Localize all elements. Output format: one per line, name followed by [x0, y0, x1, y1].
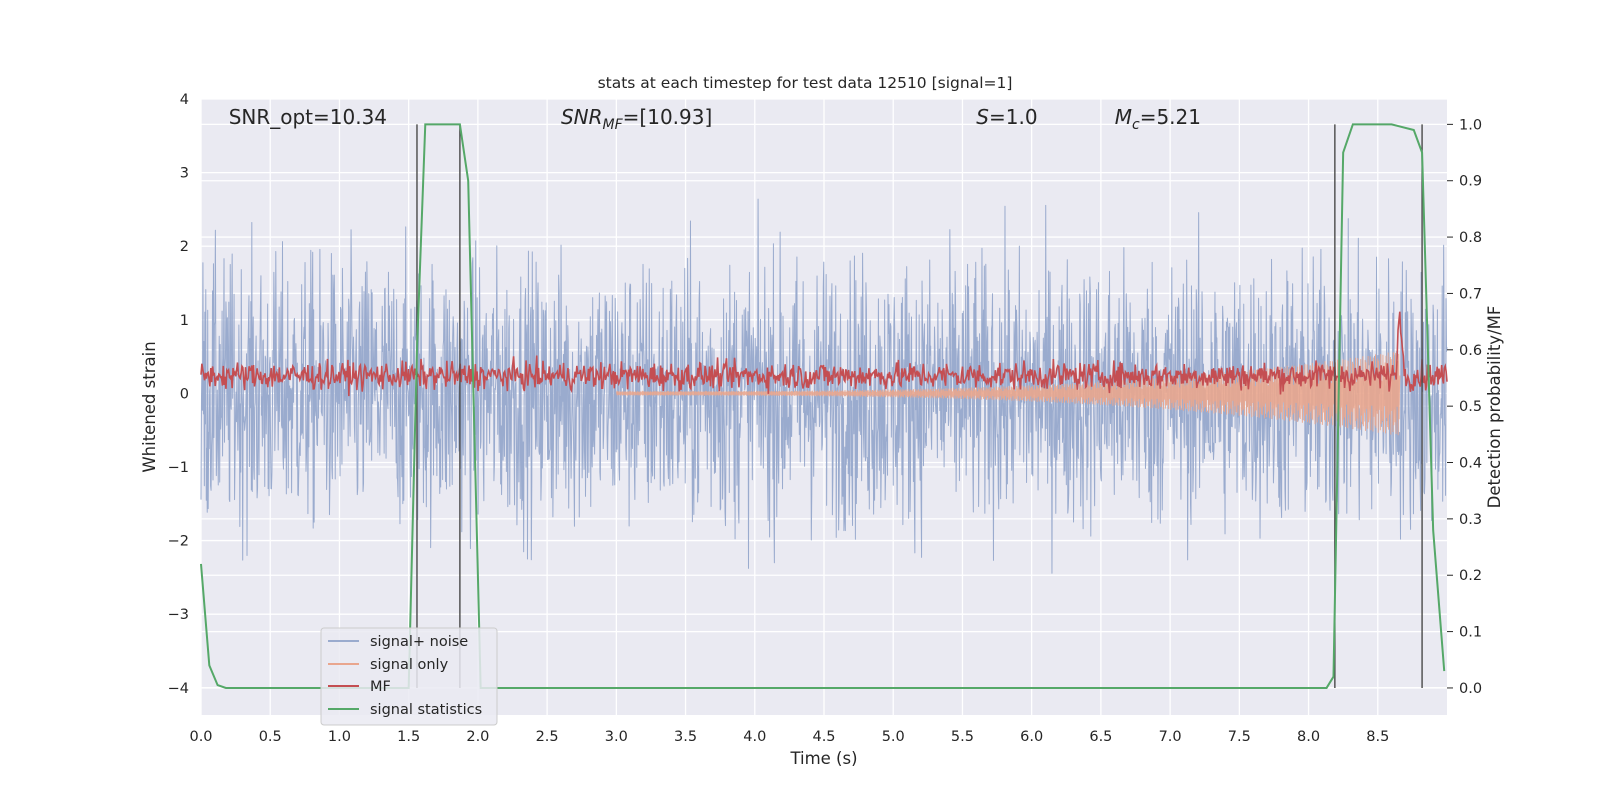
left-tick-label: 1 [180, 313, 189, 329]
left-tick-label: −1 [168, 460, 189, 476]
right-tick-label: 0.0 [1459, 681, 1482, 697]
right-tick-label: 0.4 [1459, 456, 1482, 472]
x-tick-label: 7.5 [1228, 729, 1251, 745]
x-tick-label: 7.0 [1159, 729, 1182, 745]
legend-label-signal-statistics: signal statistics [370, 702, 482, 718]
annotation-2: S=1.0 [976, 105, 1037, 129]
x-tick-label: 5.5 [951, 729, 974, 745]
x-tick-label: 0.0 [189, 729, 212, 745]
right-axis-ticks: 1.0 0.9 0.8 0.7 0.6 0.5 0.4 0.3 0.2 0.1 0.0 [1447, 117, 1482, 697]
x-tick-label: 1.0 [328, 729, 351, 745]
signal-noise-series [200, 198, 1448, 574]
left-tick-label: 4 [180, 92, 189, 108]
legend-label-mf: MF [370, 679, 391, 695]
left-tick-label: −3 [168, 607, 189, 623]
right-tick-label: 0.2 [1459, 568, 1482, 584]
signal-statistics-series [200, 123, 1446, 689]
x-axis-ticks: 0.0 0.5 1.0 1.5 2.0 2.5 3.0 3.5 4.0 4.5 5.0 5.5 6.0 6… [189, 729, 1389, 745]
annotation-3: Mc=5.21 [1115, 105, 1201, 133]
right-tick-label: 0.5 [1459, 399, 1482, 415]
x-tick-label: 2.0 [466, 729, 489, 745]
right-tick-label: 0.3 [1459, 512, 1482, 528]
chart-title: stats at each timestep for test data 125… [598, 74, 1013, 92]
right-tick-label: 0.1 [1459, 625, 1482, 641]
signal-statistics-line [200, 123, 1446, 689]
x-tick-label: 6.0 [1020, 729, 1043, 745]
x-tick-label: 3.0 [605, 729, 628, 745]
right-tick-label: 0.9 [1459, 174, 1482, 190]
right-tick-label: 0.6 [1459, 343, 1482, 359]
right-tick-label: 1.0 [1459, 117, 1482, 133]
x-tick-label: 4.5 [812, 729, 835, 745]
left-tick-label: 0 [180, 386, 189, 402]
x-tick-label: 8.0 [1297, 729, 1320, 745]
x-tick-label: 8.5 [1366, 729, 1389, 745]
left-tick-label: 3 [180, 166, 189, 182]
legend: signal+ noise signal only MF signal stat… [320, 627, 498, 726]
x-tick-label: 2.5 [536, 729, 559, 745]
left-tick-label: −4 [168, 681, 189, 697]
right-axis-label: Detection probability/MF [1485, 306, 1504, 509]
annotation-0: SNR_opt=10.34 [229, 105, 387, 129]
legend-box [320, 627, 498, 726]
mf-line [200, 311, 1448, 397]
x-tick-label: 5.0 [882, 729, 905, 745]
left-axis-label: Whitened strain [140, 341, 159, 472]
signal-noise-line [200, 198, 1448, 574]
right-tick-label: 0.8 [1459, 230, 1482, 246]
x-tick-label: 1.5 [397, 729, 420, 745]
left-tick-label: 2 [180, 239, 189, 255]
legend-label-signal-only: signal only [370, 657, 449, 673]
mf-series [200, 311, 1448, 397]
x-tick-label: 4.0 [743, 729, 766, 745]
annotations: SNR_opt=10.34 SNRMF=[10.93] S=1.0 Mc=5.21 [229, 105, 1201, 133]
legend-label-signal-noise: signal+ noise [370, 634, 468, 650]
right-tick-label: 0.7 [1459, 286, 1482, 302]
x-tick-label: 3.5 [674, 729, 697, 745]
x-tick-label: 6.5 [1089, 729, 1112, 745]
event-lines [416, 124, 1423, 688]
left-tick-label: −2 [168, 534, 189, 550]
left-axis-ticks: 4 3 2 1 0 −1 −2 −3 −4 [168, 92, 189, 697]
x-tick-label: 0.5 [259, 729, 282, 745]
annotation-1: SNRMF=[10.93] [561, 105, 712, 133]
x-axis-label: Time (s) [789, 749, 857, 768]
